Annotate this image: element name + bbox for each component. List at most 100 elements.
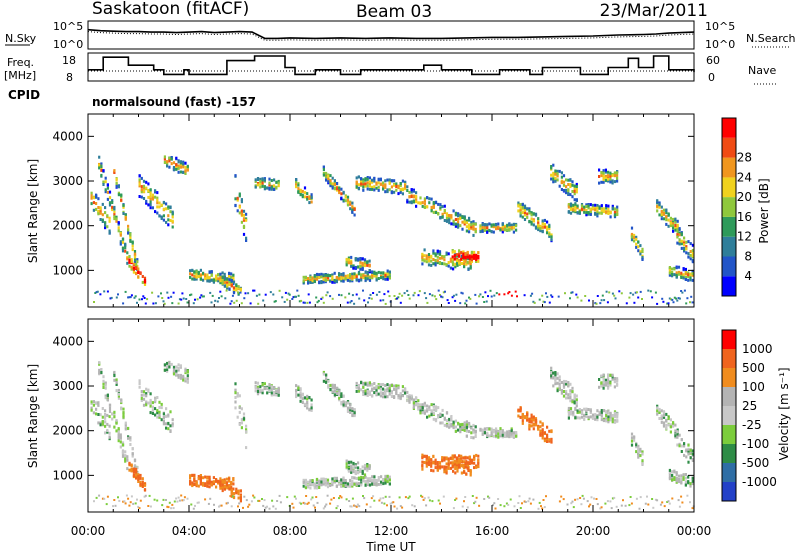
echo-cell	[226, 286, 229, 290]
echo-cell	[101, 213, 104, 217]
echo-cell	[556, 178, 559, 182]
ground-scatter-cell	[666, 501, 669, 503]
echo-cell	[406, 394, 409, 398]
ground-scatter-cell	[210, 301, 213, 304]
echo-cell	[277, 392, 280, 395]
echo-cell	[204, 475, 207, 479]
echo-cell	[641, 459, 644, 463]
echo-cell	[100, 371, 103, 374]
echo-cell	[384, 395, 387, 399]
echo-cell	[128, 468, 131, 472]
echo-cell	[438, 256, 442, 260]
echo-cell	[605, 206, 608, 210]
echo-cell	[526, 418, 529, 422]
echo-cell	[184, 165, 187, 169]
echo-cell	[526, 215, 529, 219]
echo-cell	[132, 470, 135, 474]
echo-cell	[452, 267, 455, 271]
echo-cell	[673, 267, 676, 271]
echo-cell	[687, 255, 690, 259]
time-tick-label: 00:00	[71, 524, 106, 538]
echo-cell	[275, 186, 278, 190]
ground-scatter-cell	[638, 507, 641, 510]
echo-cell	[338, 189, 341, 193]
echo-cell	[351, 484, 354, 488]
echo-cell	[322, 482, 325, 486]
echo-cell	[202, 278, 205, 282]
echo-cell	[145, 392, 148, 396]
echo-cell	[541, 434, 544, 437]
echo-cell	[172, 370, 176, 374]
echo-cell	[388, 270, 391, 274]
ground-scatter-cell	[394, 298, 397, 300]
echo-cell	[366, 481, 369, 485]
echo-cell	[607, 204, 610, 208]
ground-scatter-cell	[425, 297, 428, 300]
echo-cell	[470, 436, 473, 439]
echo-cell	[386, 474, 389, 478]
echo-cell	[102, 183, 105, 186]
echo-cell	[115, 378, 118, 382]
ground-scatter-cell	[314, 506, 316, 509]
echo-cell	[613, 377, 616, 380]
echo-cell	[172, 365, 176, 369]
ground-scatter-cell	[152, 302, 155, 305]
echo-cell	[363, 463, 367, 467]
echo-cell	[550, 429, 553, 433]
ground-scatter-cell	[305, 495, 308, 497]
echo-cell	[349, 201, 352, 205]
echo-cell	[156, 205, 159, 209]
echo-cell	[189, 269, 192, 273]
echo-cell	[401, 385, 404, 389]
echo-cell	[503, 434, 507, 437]
ground-scatter-cell	[287, 292, 290, 295]
echo-cell	[526, 416, 529, 419]
echo-cell	[479, 227, 482, 231]
echo-cell	[92, 403, 95, 407]
echo-cell	[204, 484, 207, 487]
echo-cell	[138, 385, 141, 389]
echo-cell	[335, 279, 338, 283]
echo-cell	[237, 496, 240, 500]
echo-cell	[675, 471, 678, 475]
echo-cell	[673, 470, 676, 474]
echo-cell	[448, 221, 451, 225]
ground-scatter-cell	[427, 496, 430, 499]
echo-cell	[539, 429, 542, 433]
echo-cell	[124, 425, 127, 429]
ground-scatter-cell	[532, 498, 535, 501]
ground-scatter-cell	[590, 496, 593, 499]
ground-scatter-cell	[363, 497, 366, 500]
echo-cell	[166, 164, 169, 168]
echo-cell	[149, 392, 152, 396]
echo-cell	[451, 461, 454, 465]
ground-scatter-cell	[130, 294, 133, 297]
echo-cell	[364, 178, 367, 182]
echo-cell	[90, 402, 93, 405]
echo-cell	[552, 163, 555, 167]
echo-cell	[368, 184, 371, 188]
echo-cell	[384, 274, 387, 277]
echo-cell	[512, 226, 515, 229]
ground-scatter-cell	[128, 504, 131, 507]
echo-cell	[519, 211, 522, 215]
echo-cell	[461, 227, 464, 231]
echo-cell	[674, 228, 677, 232]
echo-cell	[633, 239, 636, 243]
echo-cell	[223, 284, 226, 288]
ground-scatter-cell	[336, 505, 339, 507]
echo-cell	[97, 403, 100, 407]
frequency-frame	[87, 52, 695, 82]
ground-scatter-cell	[514, 290, 517, 293]
echo-cell	[308, 196, 311, 200]
echo-cell	[463, 428, 466, 432]
ground-scatter-cell	[677, 297, 680, 300]
ground-scatter-cell	[527, 500, 530, 503]
echo-cell	[127, 224, 130, 228]
echo-cell	[587, 415, 590, 419]
echo-cell	[639, 244, 642, 248]
echo-cell	[208, 277, 211, 281]
echo-cell	[436, 468, 439, 472]
ground-scatter-cell	[257, 499, 260, 502]
echo-cell	[167, 223, 170, 227]
